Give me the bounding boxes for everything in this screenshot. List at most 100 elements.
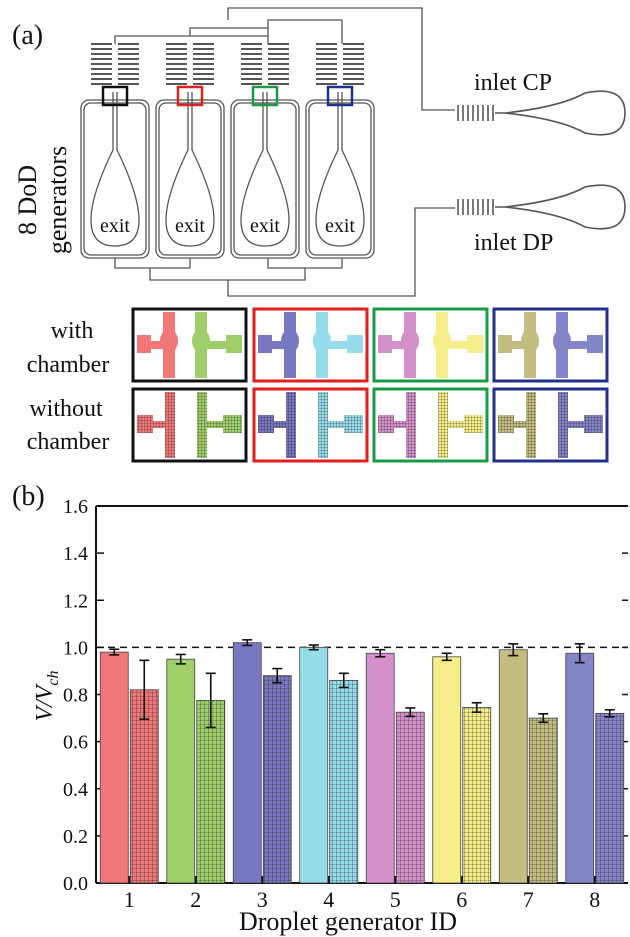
generator-outline-inner (233, 102, 297, 256)
junction-highlight-box (251, 85, 279, 107)
x-tick-label: 1 (124, 887, 135, 912)
side-channel-a (498, 335, 512, 353)
side-neck-b (568, 341, 588, 349)
y-tick-label: 1.4 (63, 543, 88, 565)
side-neck-b (328, 341, 348, 349)
generator-outline-inner (83, 102, 147, 256)
bar-without-chamber-hatch (263, 675, 292, 883)
y-axis-label-main: V/V (32, 683, 58, 721)
junction-highlight-box (176, 85, 204, 107)
y-tick-label: 0.4 (63, 779, 88, 801)
channel-hatch (448, 421, 464, 428)
junction-highlight-box (326, 85, 354, 107)
bar-without-chamber-hatch (529, 718, 558, 883)
bar-with-chamber (99, 651, 129, 884)
y-tick-label: 0.8 (63, 685, 88, 707)
y-axis-label-sub: ch (45, 670, 62, 685)
exit-label: exit (325, 215, 355, 237)
generator-outline-inner (158, 102, 222, 256)
chamber-b (192, 329, 210, 353)
bar-with-chamber (565, 652, 595, 884)
panel-a-label: (a) (12, 20, 43, 51)
side-channel-a (258, 335, 272, 353)
row-with-label-1: with (51, 318, 94, 344)
channel-hatch (286, 392, 296, 458)
bar-with-chamber (365, 652, 395, 884)
channel-hatch (464, 415, 483, 433)
channel-hatch (568, 421, 584, 428)
generators-label-line2: generators (43, 146, 72, 254)
x-tick-label: 5 (390, 887, 401, 912)
chamber-a (401, 329, 419, 353)
side-neck-b (207, 341, 227, 349)
side-channel-b (226, 335, 242, 353)
channel-hatch (328, 421, 344, 428)
x-tick-label: 3 (257, 887, 268, 912)
junction-details (131, 307, 609, 463)
channel-hatch (258, 415, 274, 433)
chamber-b (313, 329, 331, 353)
y-tick-label: 1.6 (63, 496, 88, 518)
x-tick-label: 7 (523, 887, 534, 912)
channel-hatch (165, 392, 175, 458)
bar-without-chamber-hatch (396, 712, 425, 883)
channel-hatch (513, 421, 527, 428)
y-tick-label: 1.2 (63, 590, 88, 612)
exit-chamber (90, 92, 140, 247)
panel-b-label: (b) (12, 481, 45, 512)
bar-without-chamber-hatch (329, 680, 358, 883)
generator-outline (305, 99, 375, 259)
bar-with-chamber (166, 658, 196, 884)
channel-hatch (152, 421, 166, 428)
bar-with-chamber (432, 656, 462, 884)
channel-hatch (223, 415, 242, 433)
chamber-b (433, 329, 451, 353)
side-neck-a (390, 341, 408, 349)
channel-hatch (137, 415, 153, 433)
channel-hatch (197, 392, 207, 458)
row-with-label-2: chamber (27, 352, 110, 378)
side-channel-b (347, 335, 363, 353)
x-axis-label: Droplet generator ID (239, 907, 457, 936)
channel-hatch (378, 415, 394, 433)
side-channel-b (467, 335, 483, 353)
exit-label: exit (175, 215, 205, 237)
y-tick-label: 1.0 (63, 637, 88, 659)
exit-chamber (165, 92, 215, 247)
exit-label: exit (250, 215, 280, 237)
side-channel-a (137, 335, 151, 353)
side-neck-a (270, 341, 288, 349)
exit-chamber (315, 92, 365, 247)
generators-label: 8 DoD generators (13, 146, 72, 254)
channel-hatch (558, 392, 568, 458)
bar-without-chamber-hatch (130, 689, 159, 883)
generator-outline (230, 99, 300, 259)
inlet-cp-label: inlet CP (474, 70, 552, 96)
channel-hatch (273, 421, 287, 428)
channel-hatch (406, 392, 416, 458)
generators-label-line1: 8 DoD (13, 165, 42, 235)
x-tick-label: 6 (456, 887, 467, 912)
serpentine-channel (316, 43, 364, 85)
side-neck-b (448, 341, 468, 349)
bar-with-chamber (498, 649, 528, 884)
chamber-a (521, 329, 539, 353)
x-tick-label: 2 (190, 887, 201, 912)
bar-with-chamber (232, 642, 262, 884)
bar-with-chamber (299, 646, 329, 884)
y-tick-label: 0.2 (63, 826, 88, 848)
bar-without-chamber-hatch (595, 713, 624, 883)
channel-hatch (526, 392, 536, 458)
exit-chamber (240, 92, 290, 247)
side-channel-b (587, 335, 603, 353)
side-neck-a (510, 341, 528, 349)
distribution-channels (114, 7, 455, 297)
bar-without-chamber-hatch (196, 700, 225, 883)
row-without-label-2: chamber (27, 429, 110, 455)
row-without-label-1: without (29, 396, 103, 422)
bar-without-chamber-hatch (462, 707, 491, 883)
serpentine-channel (166, 43, 214, 85)
chip-schematic: exit exit exit exit (80, 7, 626, 297)
serpentine-channel (91, 43, 139, 85)
